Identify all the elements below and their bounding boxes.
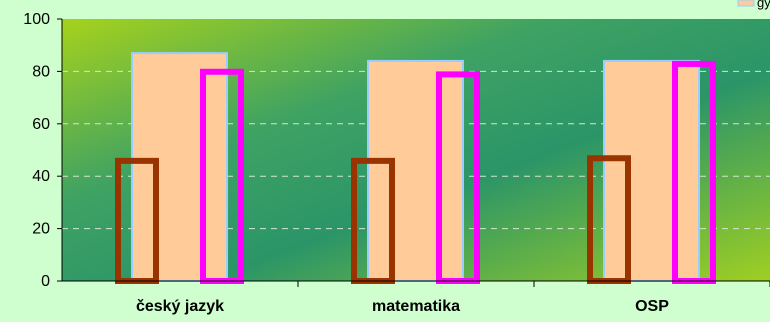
y-tick-label: 80 — [32, 63, 50, 80]
legend: gy — [737, 0, 770, 10]
bar — [131, 52, 228, 283]
axes: 0 20 40 60 80 100 český jazyk matematika OSP — [23, 11, 770, 315]
x-tick-label: OSP — [635, 298, 669, 315]
bar — [603, 59, 700, 282]
x-tick-label: český jazyk — [136, 298, 224, 315]
x-tick-label: matematika — [372, 298, 460, 315]
bar — [367, 59, 464, 282]
y-tick-label: 60 — [32, 116, 50, 133]
y-tick-label: 0 — [41, 273, 50, 290]
legend-swatch — [737, 0, 755, 7]
y-tick-label: 40 — [32, 168, 50, 185]
y-tick-label: 20 — [32, 221, 50, 238]
legend-label: gy — [757, 0, 770, 10]
bars — [115, 52, 716, 285]
y-tick-label: 100 — [23, 11, 50, 28]
